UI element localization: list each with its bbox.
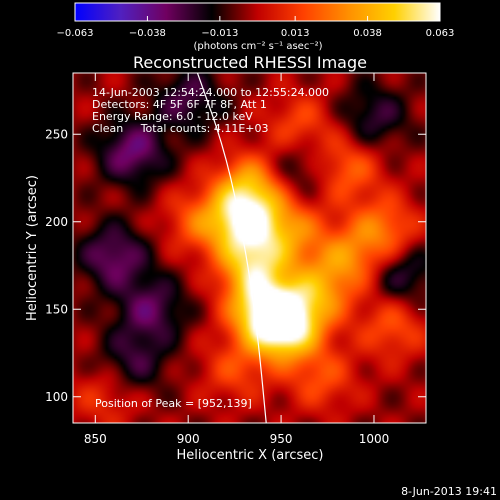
x-axis-label: Heliocentric X (arcsec) bbox=[177, 448, 324, 463]
footer-date: 8-Jun-2013 19:41 bbox=[401, 485, 497, 498]
x-tick-label-0: 850 bbox=[84, 432, 107, 446]
colorbar-tick-label-0: −0.063 bbox=[56, 28, 93, 39]
y-tick-label-0: 100 bbox=[45, 390, 68, 404]
colorbar-tick-label-1: −0.038 bbox=[129, 28, 166, 39]
colorbar-tick-label-3: 0.013 bbox=[281, 28, 310, 39]
colorbar-tick-label-2: −0.013 bbox=[201, 28, 238, 39]
heatmap-image bbox=[73, 73, 426, 423]
colorbar-tick-label-4: 0.038 bbox=[353, 28, 382, 39]
colorbar-ticks: −0.063 −0.038 −0.013 0.013 0.038 0.063 bbox=[56, 16, 454, 39]
annotation-energy: Energy Range: 6.0 - 12.0 keV bbox=[92, 110, 253, 123]
y-tick-label-1: 150 bbox=[45, 302, 68, 316]
x-tick-label-3: 1000 bbox=[359, 432, 390, 446]
colorbar-tick-label-5: 0.063 bbox=[426, 28, 455, 39]
peak-position-label: Position of Peak = [952,139] bbox=[95, 397, 252, 410]
x-tick-label-1: 900 bbox=[177, 432, 200, 446]
y-axis-label: Heliocentric Y (arcsec) bbox=[25, 175, 40, 321]
y-axis: 100 150 200 250 bbox=[45, 127, 426, 404]
chart-title: Reconstructed RHESSI Image bbox=[133, 53, 367, 72]
y-tick-label-2: 200 bbox=[45, 215, 68, 229]
solar-limb-curve bbox=[196, 73, 267, 423]
x-tick-label-2: 950 bbox=[270, 432, 293, 446]
annotation-detectors: Detectors: 4F 5F 6F 7F 8F, Att 1 bbox=[92, 98, 267, 111]
plot-frame bbox=[72, 72, 427, 424]
colorbar-units: (photons cm⁻² s⁻¹ asec⁻²) bbox=[193, 41, 322, 52]
y-tick-label-3: 250 bbox=[45, 127, 68, 141]
annotation-clean: Clean Total counts: 4.11E+03 bbox=[92, 122, 269, 135]
x-axis: 850 900 950 1000 bbox=[84, 73, 389, 446]
annotation-time: 14-Jun-2003 12:54:24.000 to 12:55:24.000 bbox=[92, 86, 329, 99]
colorbar bbox=[74, 2, 441, 22]
